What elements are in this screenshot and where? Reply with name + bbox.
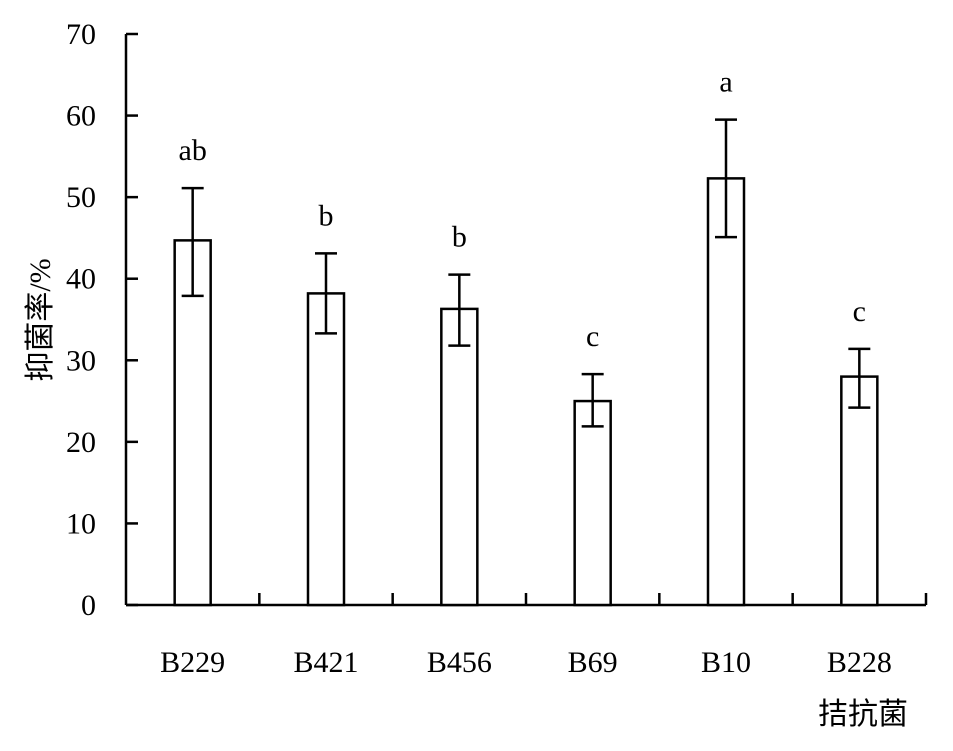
y-axis-title: 抑菌率/% (24, 258, 57, 381)
bars (173, 177, 879, 607)
y-tick-label: 50 (66, 181, 96, 214)
significance-labels: ab b b c a c (179, 66, 866, 354)
y-tick-label: 30 (66, 344, 96, 377)
significance-label-B228: c (853, 295, 866, 328)
y-tick-label: 70 (66, 18, 96, 51)
category-labels: B229 B421 B456 B69 B10 B228 (160, 646, 892, 679)
significance-label-B421: b (319, 199, 334, 232)
bar-B421 (306, 292, 346, 607)
bar-B228 (840, 375, 879, 607)
category-label-B69: B69 (568, 646, 618, 679)
significance-label-B10: a (719, 66, 732, 99)
bar-B10 (706, 177, 746, 607)
category-label-B421: B421 (293, 646, 358, 679)
category-label-B228: B228 (827, 646, 892, 679)
x-axis-ticks (258, 593, 928, 605)
category-label-B229: B229 (160, 646, 225, 679)
x-axis-title: 拮抗菌 (818, 698, 908, 731)
y-axis-ticks: 0 10 20 30 40 50 60 70 (66, 18, 138, 622)
y-tick-label: 60 (66, 100, 96, 133)
y-tick-label: 0 (81, 589, 96, 622)
significance-label-B456: b (452, 221, 467, 254)
y-tick-label: 40 (66, 263, 96, 296)
y-tick-label: 20 (66, 426, 96, 459)
bar-B69 (573, 399, 612, 607)
category-label-B456: B456 (427, 646, 492, 679)
significance-label-B69: c (586, 320, 599, 353)
bar-B229 (173, 239, 212, 607)
bar-B456 (440, 307, 479, 607)
y-tick-label: 10 (66, 507, 96, 540)
error-bars (181, 118, 871, 428)
significance-label-B229: ab (179, 134, 207, 167)
category-label-B10: B10 (701, 646, 751, 679)
